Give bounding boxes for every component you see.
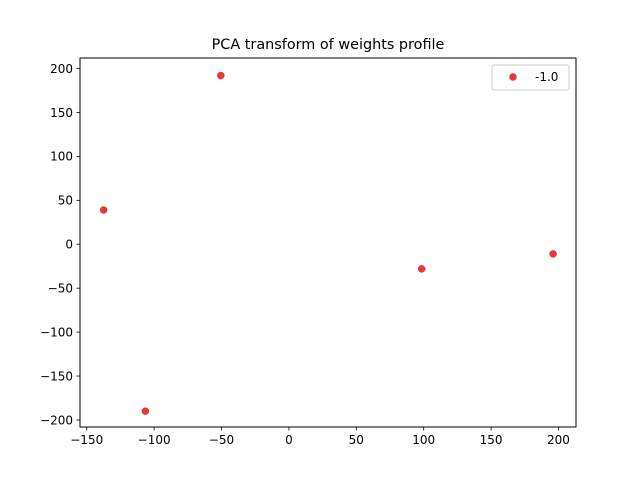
x-tick-label: 200 bbox=[547, 433, 570, 447]
legend: -1.0 bbox=[491, 64, 570, 91]
y-tick-label: −150 bbox=[40, 369, 73, 383]
plot-area bbox=[79, 57, 577, 428]
y-tick-label: −100 bbox=[40, 325, 73, 339]
x-tick-label: −100 bbox=[138, 433, 171, 447]
plot-frame bbox=[79, 57, 577, 428]
x-tick-label: 50 bbox=[349, 433, 364, 447]
x-tick-label: 0 bbox=[285, 433, 293, 447]
data-point bbox=[217, 71, 225, 80]
y-axis: −200 −150 −100 −50 0 50 100 150 200 bbox=[40, 62, 80, 427]
x-axis: −150 −100 −50 0 50 100 150 200 bbox=[70, 427, 570, 447]
x-tick-label: −150 bbox=[70, 433, 103, 447]
data-point bbox=[99, 206, 108, 214]
y-tick-label: 100 bbox=[50, 150, 73, 164]
x-tick-label: −50 bbox=[209, 433, 234, 447]
chart-title: PCA transform of weights profile bbox=[212, 37, 445, 53]
data-point bbox=[141, 407, 150, 415]
y-tick-label: 50 bbox=[58, 194, 73, 208]
y-tick-label: 200 bbox=[50, 62, 73, 76]
data-points bbox=[99, 71, 557, 415]
legend-marker bbox=[509, 73, 517, 81]
legend-label: -1.0 bbox=[535, 70, 558, 84]
data-point bbox=[549, 250, 557, 258]
y-tick-label: 0 bbox=[65, 238, 73, 252]
data-point bbox=[417, 265, 426, 273]
legend-frame bbox=[491, 64, 570, 91]
y-tick-label: −200 bbox=[40, 413, 73, 427]
y-tick-label: −50 bbox=[48, 281, 73, 295]
x-tick-label: 100 bbox=[412, 433, 435, 447]
x-tick-label: 150 bbox=[480, 433, 503, 447]
y-tick-label: 150 bbox=[50, 106, 73, 120]
